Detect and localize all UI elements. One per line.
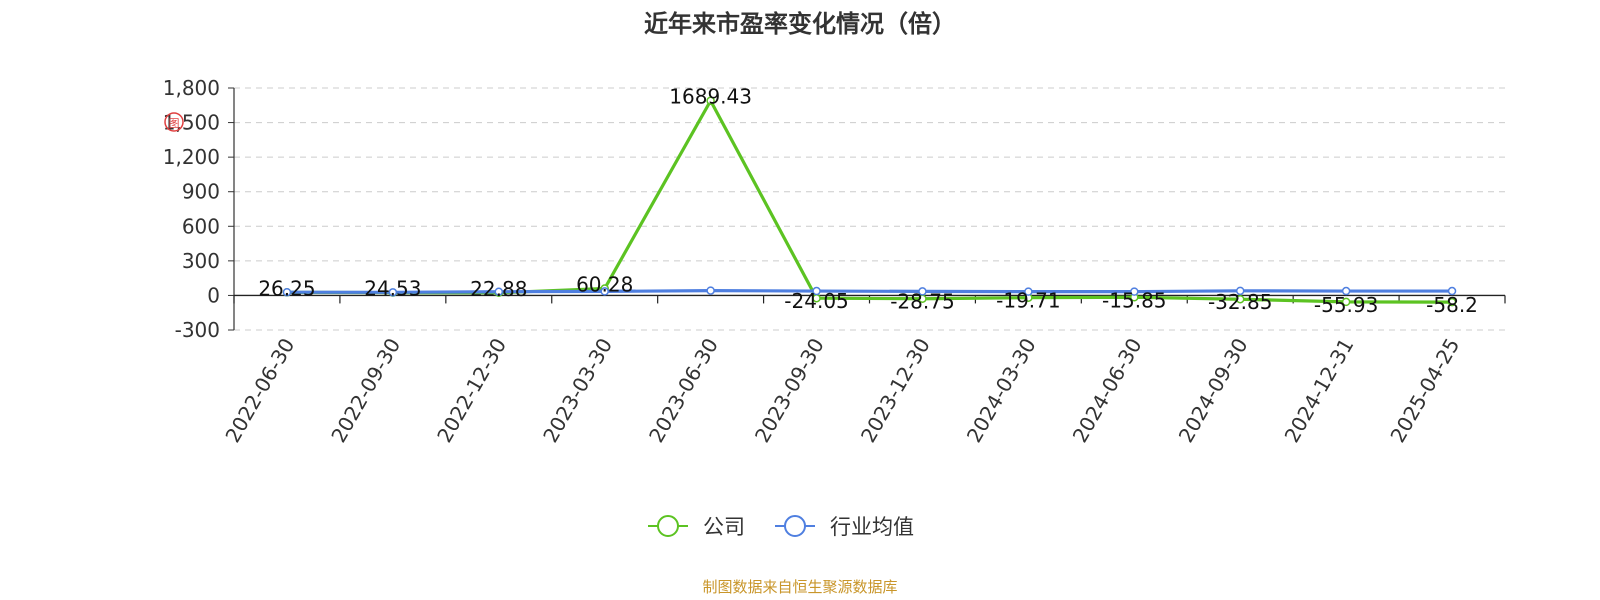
industry-point (918, 287, 927, 296)
y-tick-label: -300 (175, 318, 220, 342)
y-tick-label: 300 (182, 249, 220, 273)
x-tick-label: 2022-06-30 (220, 334, 299, 447)
industry-point (706, 286, 715, 295)
data-label: 24.53 (364, 277, 421, 301)
grid-lines (234, 87, 1505, 331)
x-tick-label: 2023-03-30 (538, 334, 617, 447)
legend: 公司 行业均值 (648, 515, 914, 539)
y-tick-label: 1,200 (163, 145, 220, 169)
industry-series-line (286, 288, 1453, 294)
svg-text:图: 图 (169, 117, 180, 130)
legend-label: 行业均值 (830, 515, 914, 539)
company-point (1235, 294, 1245, 304)
legend-label: 公司 (703, 515, 745, 539)
watermark-seal: 图 (164, 112, 184, 132)
y-tick-label: 1,800 (163, 76, 220, 100)
data-label: 26.25 (258, 276, 315, 300)
data-label: -15.85 (1102, 288, 1166, 312)
legend-marker (657, 515, 679, 537)
x-tick-label: 2022-09-30 (326, 334, 405, 447)
industry-point (812, 286, 821, 296)
industry-point (1130, 287, 1139, 296)
legend-item-industry[interactable]: 行业均值 (775, 515, 914, 539)
data-labels: 26.25 24.53 22.88 60.28 1689.43 -24.05 -28.75 -… (164, 85, 1478, 317)
company-series-line (286, 99, 1453, 304)
industry-point (1024, 287, 1033, 296)
legend-marker (784, 515, 806, 537)
x-tick-label: 2025-04-25 (1385, 334, 1464, 447)
industry-point (1341, 286, 1351, 296)
data-label: -58.2 (1426, 293, 1478, 317)
industry-point (282, 287, 292, 297)
data-label: -24.05 (784, 289, 848, 313)
data-label: -19.71 (996, 289, 1060, 313)
data-label: 60.28 (576, 272, 633, 296)
industry-point (600, 287, 609, 296)
x-tick-label: 2023-06-30 (644, 334, 723, 447)
x-tick-label: 2023-12-30 (856, 334, 935, 447)
x-tick-label: 2024-06-30 (1068, 334, 1147, 447)
series (282, 96, 1457, 307)
industry-point (388, 288, 398, 297)
data-label: -55.93 (1314, 293, 1378, 317)
x-tick-label: 2024-09-30 (1174, 334, 1253, 447)
company-point (1341, 297, 1351, 307)
y-tick-label: 600 (182, 214, 220, 238)
x-tick-label: 2024-03-30 (962, 334, 1041, 447)
industry-point (1447, 286, 1457, 296)
industry-point (1235, 286, 1245, 296)
x-tick-label: 2024-12-31 (1280, 334, 1359, 447)
data-label: 1689.43 (669, 85, 752, 109)
chart-title: 近年来市盈率变化情况（倍） (644, 10, 956, 38)
source-note: 制图数据来自恒生聚源数据库 (702, 578, 897, 596)
data-label: -28.75 (890, 290, 954, 314)
y-tick-label: 900 (182, 180, 220, 204)
company-point (1447, 297, 1457, 307)
company-point (706, 96, 715, 105)
x-tick-label: 2023-09-30 (750, 334, 829, 447)
industry-point (494, 287, 504, 296)
x-tick-label: 2022-12-30 (432, 334, 511, 447)
legend-item-company[interactable]: 公司 (648, 515, 745, 539)
data-label: 22.88 (470, 277, 527, 301)
data-label: -32.85 (1208, 290, 1272, 314)
y-tick-label: 0 (207, 283, 220, 307)
